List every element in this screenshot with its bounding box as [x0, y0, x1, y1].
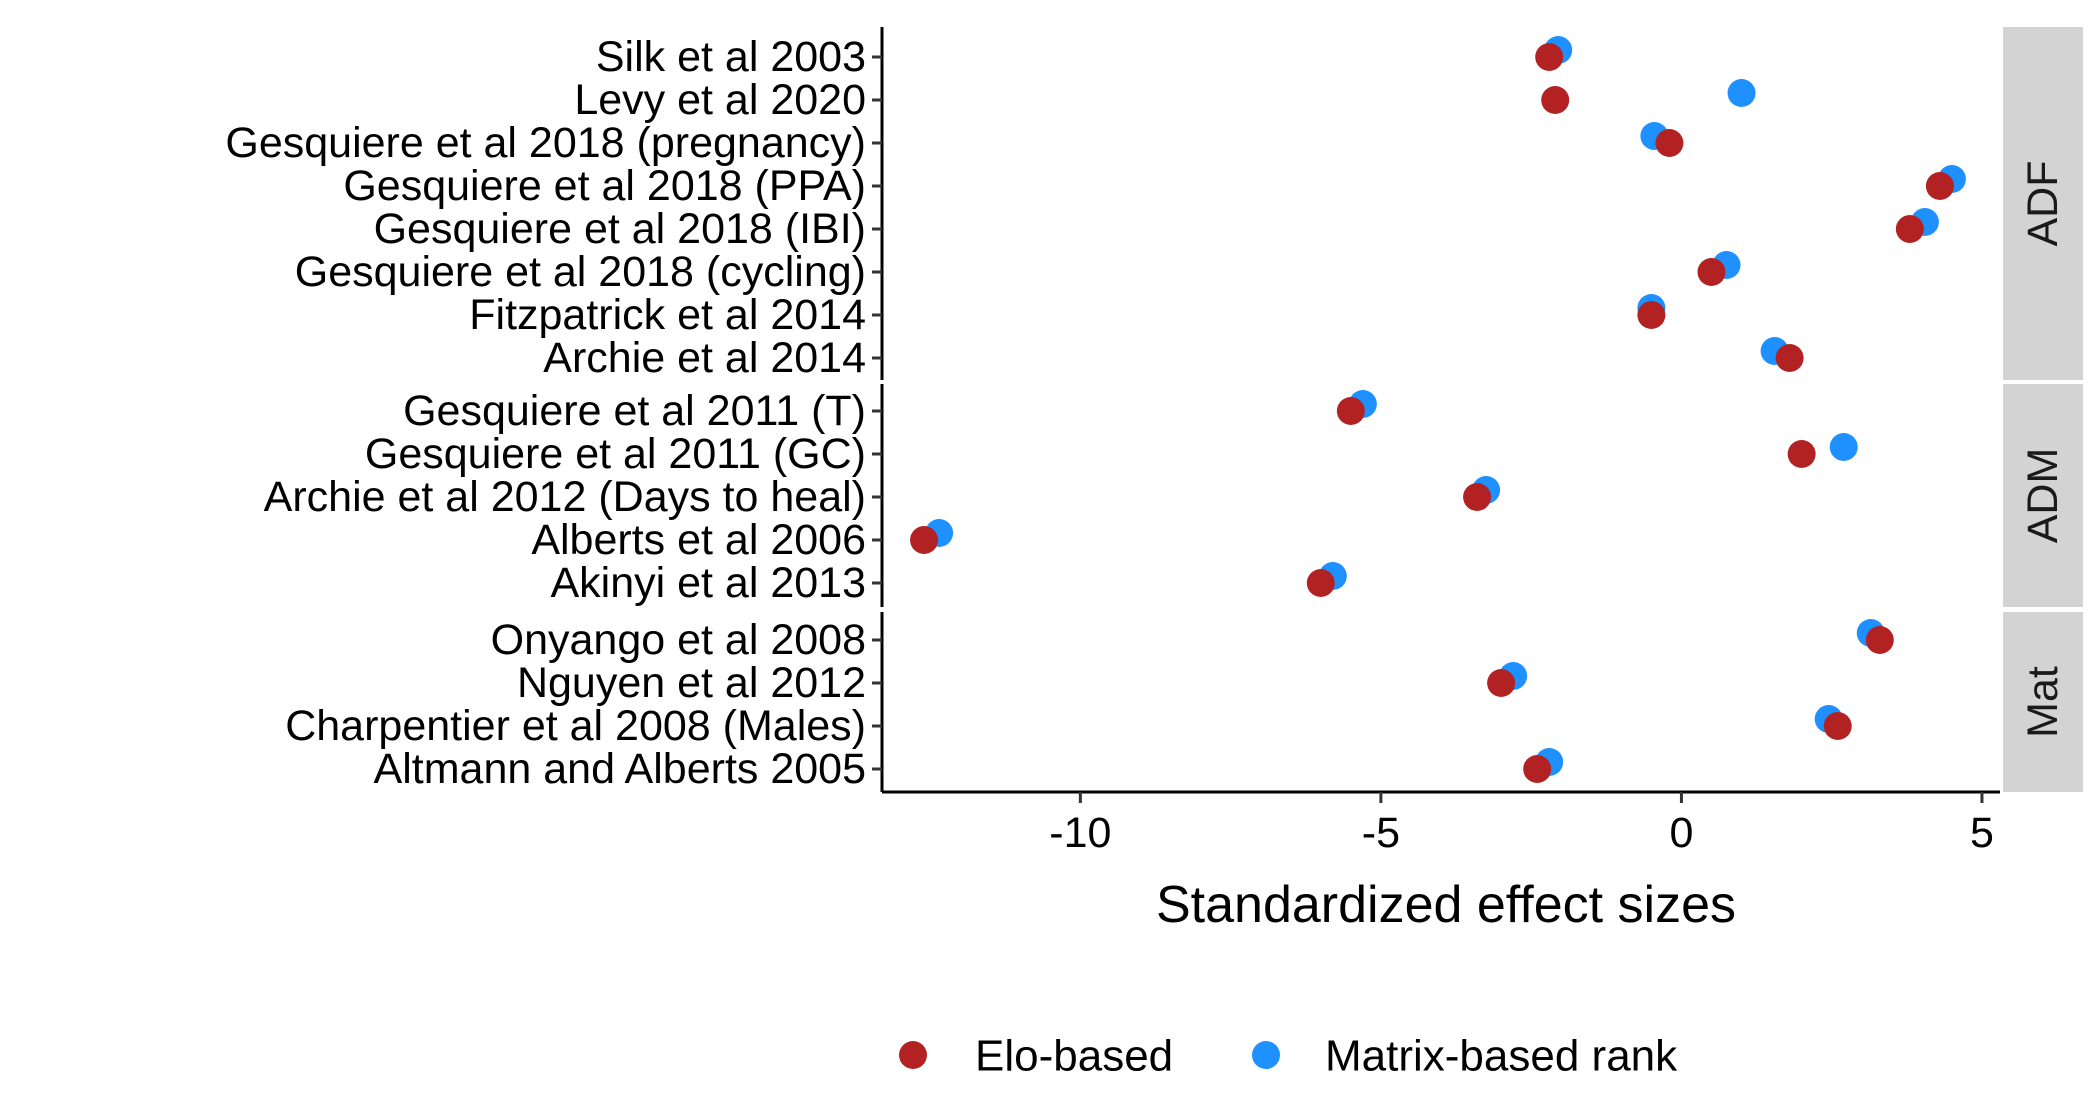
- facet-strip: [2003, 612, 2083, 792]
- elo-point: [1787, 440, 1816, 468]
- y-tick-label: Gesquiere et al 2018 (PPA): [343, 162, 866, 210]
- y-tick-label: Nguyen et al 2012: [517, 659, 866, 707]
- x-axis-title: Standardized effect sizes: [1156, 876, 1736, 934]
- facet-strip-label: Mat: [2019, 666, 2067, 738]
- axes: [880, 27, 2000, 794]
- y-tick-label: Gesquiere et al 2011 (T): [403, 387, 866, 435]
- elo-point: [1541, 86, 1570, 114]
- elo-point: [1306, 569, 1335, 597]
- elo-point: [1463, 483, 1492, 511]
- facet-strip: [2003, 27, 2083, 380]
- matrix-point: [1727, 79, 1756, 107]
- elo-point: [1655, 129, 1684, 157]
- facet-strip: [2003, 384, 2083, 607]
- x-tick-label: 5: [1970, 809, 1994, 857]
- matrix-point: [1829, 433, 1858, 461]
- legend-label: Matrix-based rank: [1325, 1032, 1678, 1081]
- x-axis-ticks: -10 -5 0 5: [1049, 792, 1994, 857]
- x-tick-label: -10: [1049, 809, 1111, 857]
- elo-point: [1336, 397, 1365, 425]
- y-tick-label: Charpentier et al 2008 (Males): [285, 702, 866, 750]
- y-tick-label: Archie et al 2012 (Days to heal): [264, 473, 866, 521]
- elo-point: [1535, 43, 1564, 71]
- elo-point: [1925, 172, 1954, 200]
- y-tick-label: Gesquiere et al 2018 (IBI): [374, 205, 866, 253]
- elo-point: [1523, 755, 1552, 783]
- elo-point: [1865, 626, 1894, 654]
- x-tick-label: -5: [1362, 809, 1400, 857]
- y-tick-label: Gesquiere et al 2018 (cycling): [295, 248, 866, 296]
- elo-point: [910, 526, 939, 554]
- y-tick-label: Gesquiere et al 2018 (pregnancy): [225, 119, 866, 167]
- y-tick-label: Archie et al 2014: [543, 334, 866, 382]
- x-tick-label: 0: [1669, 809, 1693, 857]
- elo-point: [1637, 301, 1666, 329]
- facet-strip-label: ADF: [2019, 161, 2067, 247]
- elo-point: [1895, 215, 1924, 243]
- facet-strips: ADF ADM Mat: [2003, 27, 2083, 792]
- facet-strip-label: ADM: [2019, 448, 2067, 544]
- legend-label: Elo-based: [975, 1032, 1173, 1081]
- elo-point: [1487, 669, 1516, 697]
- legend-key: [899, 1041, 927, 1069]
- legend-key: [1252, 1041, 1280, 1069]
- legend: Elo-based Matrix-based rank: [899, 1032, 1678, 1081]
- y-tick-label: Altmann and Alberts 2005: [374, 745, 866, 793]
- y-tick-label: Silk et al 2003: [596, 33, 866, 81]
- elo-point: [1823, 712, 1852, 740]
- y-tick-label: Fitzpatrick et al 2014: [469, 291, 866, 339]
- y-tick-label: Gesquiere et al 2011 (GC): [365, 430, 866, 478]
- elo-point: [1697, 258, 1726, 286]
- y-tick-label: Alberts et al 2006: [531, 516, 866, 564]
- y-tick-label: Levy et al 2020: [574, 76, 866, 124]
- data-points: [910, 36, 1966, 783]
- y-tick-label: Akinyi et al 2013: [550, 559, 866, 607]
- y-tick-label: Onyango et al 2008: [491, 616, 866, 664]
- elo-point: [1775, 344, 1804, 372]
